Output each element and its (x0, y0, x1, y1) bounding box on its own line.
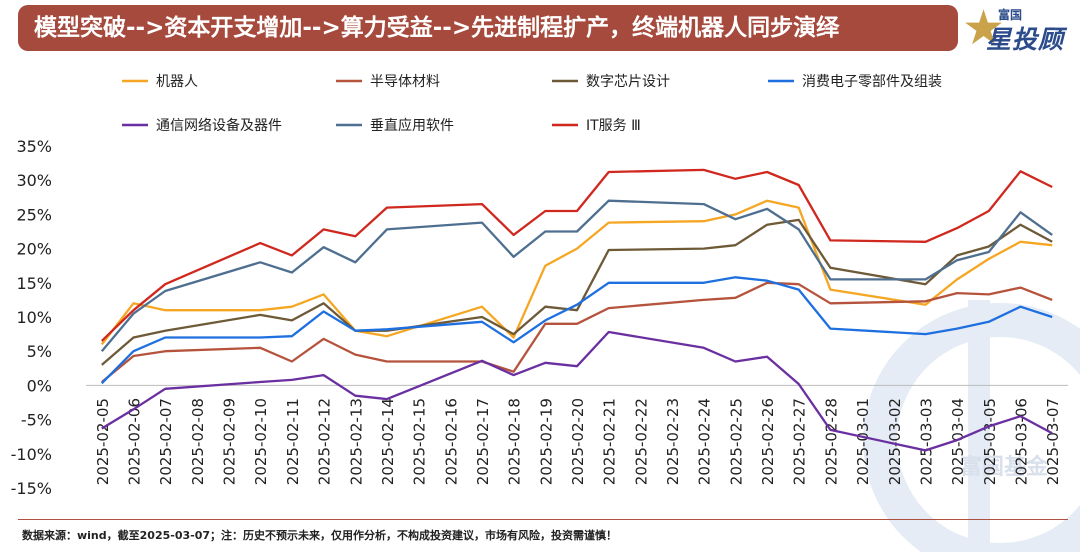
y-tick-label: 0% (27, 376, 52, 395)
y-axis: 35% 30% 25% 20% 15% 10% 5% 0% -5% -10% -15% (11, 137, 52, 498)
x-tick-label: 2025-02-18 (506, 398, 524, 485)
x-tick-label: 2025-03-03 (917, 398, 935, 485)
legend-label: 半导体材料 (370, 74, 440, 90)
x-tick-label: 2025-03-02 (886, 398, 904, 485)
x-tick-label: 2025-02-06 (126, 398, 144, 485)
series-line (100, 199, 1053, 346)
series-lines (100, 168, 1053, 452)
x-tick-label: 2025-02-22 (632, 398, 650, 485)
x-tick-label: 2025-02-07 (157, 398, 175, 485)
logo-main-text: 星投顾 (986, 25, 1065, 54)
brand-logo: ★ 富国 星投顾 (962, 2, 1072, 54)
legend-label: IT服务 Ⅲ (586, 118, 641, 134)
x-tick-label: 2025-02-27 (791, 398, 809, 485)
legend-label: 垂直应用软件 (370, 117, 454, 134)
legend-label: 消费电子零部件及组装 (802, 74, 942, 90)
y-tick-label: 20% (16, 240, 52, 259)
y-tick-label: 25% (16, 205, 52, 224)
y-tick-label: 15% (16, 274, 52, 293)
x-tick-label: 2025-02-20 (569, 398, 587, 485)
x-tick-label: 2025-03-07 (1044, 398, 1062, 485)
x-tick-label: 2025-02-23 (664, 398, 682, 485)
x-tick-label: 2025-02-26 (759, 398, 777, 485)
watermark-text: 富国基金 (960, 454, 1049, 480)
x-tick-label: 2025-02-21 (601, 398, 619, 485)
x-tick-label: 2025-02-10 (252, 398, 270, 485)
footer-note: 数据来源：wind，截至2025-03-07；注：历史不预示未来，仅用作分析，不… (22, 529, 617, 542)
x-tick-label: 2025-02-28 (822, 398, 840, 485)
y-tick-label: 10% (16, 308, 52, 327)
y-tick-label: 5% (27, 342, 52, 361)
star-icon: ★ (962, 0, 1006, 56)
x-tick-label: 2025-02-15 (411, 398, 429, 485)
x-tick-label: 2025-03-04 (949, 398, 967, 485)
y-tick-label: 30% (16, 171, 52, 190)
x-tick-label: 2025-02-13 (347, 398, 365, 485)
x-tick-label: 2025-02-19 (537, 398, 555, 485)
series-line (101, 281, 1053, 383)
legend-label: 通信网络设备及器件 (156, 117, 282, 134)
y-tick-label: -15% (11, 479, 52, 498)
series-line (100, 276, 1053, 385)
logo-top-text: 富国 (998, 8, 1023, 22)
x-tick-label: 2025-02-14 (379, 398, 397, 485)
x-axis: 2025-02-05 2025-02-06 2025-02-07 2025-02-08… (86, 384, 1068, 485)
x-tick-label: 2025-03-06 (1012, 398, 1030, 485)
x-tick-label: 2025-02-17 (474, 398, 492, 485)
y-tick-label: 35% (16, 137, 52, 156)
series-line (101, 218, 1053, 366)
x-tick-label: 2025-02-05 (94, 398, 112, 485)
series-line (100, 168, 1053, 342)
x-tick-label: 2025-02-16 (442, 398, 460, 485)
x-tick-label: 2025-02-25 (727, 398, 745, 485)
footer-divider (18, 519, 1068, 520)
x-tick-label: 2025-03-05 (981, 398, 999, 485)
legend-label: 数字芯片设计 (586, 74, 670, 90)
y-tick-label: -10% (11, 445, 52, 464)
x-tick-label: 2025-02-09 (221, 398, 239, 485)
x-tick-label: 2025-02-24 (696, 398, 714, 485)
x-tick-label: 2025-02-11 (284, 398, 302, 485)
x-tick-label: 2025-02-12 (316, 398, 334, 485)
series-line (101, 330, 1053, 452)
legend-label: 机器人 (156, 74, 198, 90)
x-tick-label: 2025-02-08 (189, 398, 207, 485)
series-line (100, 199, 1053, 352)
y-tick-label: -5% (21, 411, 52, 430)
x-tick-label: 2025-03-01 (854, 398, 872, 485)
page-title: 模型突破-->资本开支增加-->算力受益-->先进制程扩产，终端机器人同步演绎 (18, 5, 958, 51)
